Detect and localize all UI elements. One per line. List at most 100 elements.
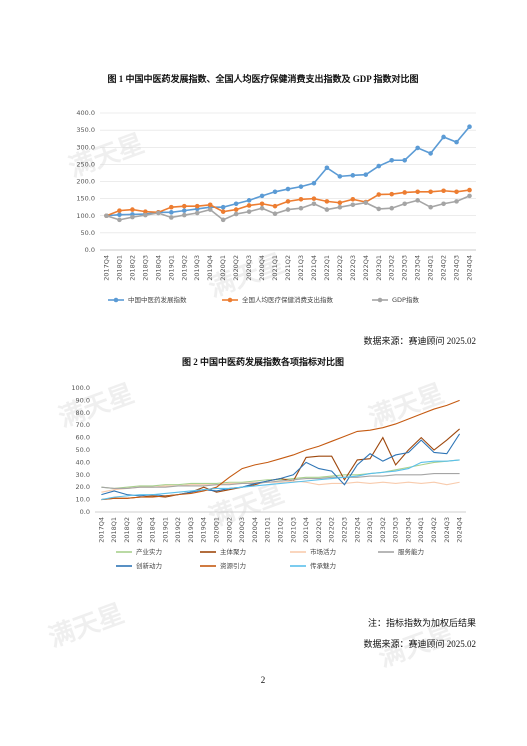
data-point — [298, 184, 304, 189]
x-tick-label: 2019Q1 — [161, 517, 169, 543]
data-point — [104, 213, 109, 219]
x-tick-label: 2020Q3 — [238, 517, 246, 543]
data-point — [454, 139, 459, 145]
figure-caption: 图 1 中国中医药发展指数、全国人均医疗保健消费支出指数及 GDP 指数对比图 — [107, 73, 418, 84]
x-tick-label: 2023Q3 — [401, 255, 409, 281]
x-tick-label: 2024Q3 — [443, 517, 451, 543]
data-point — [181, 203, 187, 209]
x-tick-label: 2019Q1 — [167, 255, 175, 281]
x-tick-label: 2024Q3 — [453, 255, 461, 281]
y-tick-label: 10.0 — [76, 496, 90, 504]
x-tick-label: 2021Q2 — [284, 255, 292, 281]
data-point — [350, 197, 356, 202]
x-tick-label: 2022Q1 — [323, 255, 331, 281]
y-tick-label: 150.0 — [76, 195, 95, 203]
x-tick-label: 2021Q4 — [302, 517, 310, 543]
x-tick-label: 2018Q1 — [115, 255, 123, 281]
data-point — [402, 190, 407, 195]
data-point — [363, 172, 369, 177]
x-tick-label: 2024Q1 — [417, 517, 425, 543]
data-point — [454, 189, 459, 195]
x-tick-label: 2021Q4 — [310, 255, 318, 281]
data-point — [467, 193, 472, 199]
y-tick-label: 40.0 — [76, 458, 90, 466]
x-tick-label: 2020Q4 — [251, 517, 259, 543]
data-point — [194, 203, 200, 209]
data-point — [428, 189, 433, 195]
data-point — [246, 203, 252, 208]
watermark: 满天星 — [55, 379, 139, 434]
x-tick-label: 2020Q3 — [245, 255, 253, 281]
data-point — [428, 204, 433, 210]
y-tick-label: 300.0 — [76, 143, 95, 151]
x-tick-label: 2023Q1 — [375, 255, 383, 281]
data-point — [143, 212, 148, 218]
data-point — [402, 201, 407, 207]
x-tick-label: 2022Q4 — [353, 517, 361, 543]
legend-label: 传承魅力 — [310, 561, 336, 570]
data-point — [130, 214, 135, 220]
x-tick-label: 2021Q3 — [289, 517, 297, 543]
y-tick-label: 90.0 — [76, 396, 90, 404]
data-point — [117, 212, 122, 218]
data-point — [298, 205, 304, 211]
x-tick-label: 2023Q3 — [392, 517, 400, 543]
data-point — [220, 217, 226, 223]
data-point — [376, 163, 382, 169]
data-point — [337, 200, 343, 206]
y-tick-label: 50.0 — [76, 446, 90, 454]
x-tick-label: 2017Q4 — [102, 255, 110, 281]
data-point — [259, 193, 265, 199]
data-point — [246, 209, 252, 214]
x-tick-label: 2021Q1 — [271, 255, 279, 281]
x-tick-label: 2019Q2 — [180, 255, 188, 281]
data-point — [350, 173, 356, 178]
series-line — [101, 459, 460, 489]
y-tick-label: 350.0 — [76, 126, 95, 134]
data-point — [169, 215, 174, 220]
x-tick-label: 2017Q4 — [97, 517, 105, 543]
data-point — [311, 196, 317, 201]
data-point — [169, 204, 174, 210]
data-point — [259, 205, 265, 211]
x-tick-label: 2024Q4 — [456, 517, 464, 543]
legend-label: 中国中医药发展指数 — [128, 295, 187, 304]
x-tick-label: 2020Q2 — [225, 517, 233, 543]
data-point — [233, 207, 239, 212]
y-tick-label: 30.0 — [76, 471, 90, 479]
y-tick-label: 80.0 — [76, 409, 90, 417]
data-point — [233, 211, 239, 217]
x-tick-label: 2024Q2 — [430, 517, 438, 543]
x-tick-label: 2019Q3 — [193, 255, 201, 281]
figure-caption: 图 2 中国中医药发展指数各项指标对比图 — [182, 356, 344, 367]
data-point — [272, 211, 278, 216]
x-tick-label: 2020Q2 — [232, 255, 240, 281]
data-point — [454, 199, 459, 204]
x-tick-label: 2022Q1 — [315, 517, 323, 543]
data-point — [324, 165, 330, 171]
x-tick-label: 2022Q3 — [349, 255, 357, 281]
data-point — [181, 208, 187, 213]
x-tick-label: 2022Q4 — [362, 255, 370, 281]
x-tick-label: 2018Q4 — [149, 517, 157, 543]
series-line — [101, 459, 460, 501]
series-line — [101, 473, 460, 489]
data-point — [220, 209, 226, 214]
data-point — [389, 157, 395, 163]
data-point — [428, 151, 433, 156]
y-tick-label: 20.0 — [76, 483, 90, 491]
y-tick-label: 200.0 — [76, 178, 95, 186]
data-point — [467, 187, 472, 193]
x-tick-label: 2023Q2 — [379, 517, 387, 543]
data-point — [337, 204, 343, 210]
legend-marker — [227, 297, 233, 303]
series-line — [101, 433, 461, 497]
data-point — [389, 205, 395, 211]
data-point — [350, 202, 356, 208]
watermark: 满天星 — [365, 379, 449, 434]
data-point — [117, 208, 122, 213]
x-tick-label: 2018Q3 — [141, 255, 149, 281]
x-tick-label: 2020Q1 — [213, 517, 221, 543]
data-point — [415, 198, 420, 203]
